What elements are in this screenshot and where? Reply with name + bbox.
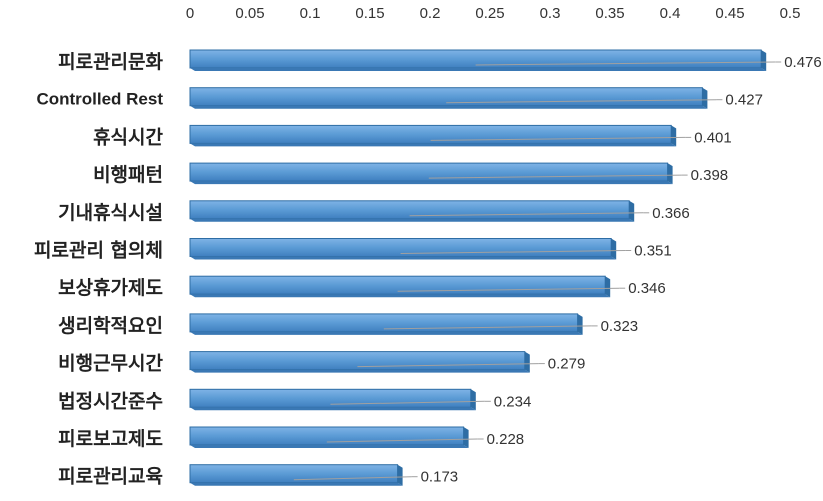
bar bbox=[189, 426, 484, 448]
bar bbox=[189, 388, 491, 411]
x-tick-label: 0.05 bbox=[235, 5, 264, 22]
data-label: 0.476 bbox=[784, 54, 822, 71]
data-label: 0.366 bbox=[652, 205, 690, 222]
bar bbox=[189, 87, 723, 109]
bar bbox=[189, 124, 692, 147]
category-label: 휴식시간 bbox=[93, 126, 163, 148]
data-label: 0.279 bbox=[548, 356, 586, 373]
bar bbox=[189, 200, 650, 222]
bar bbox=[189, 313, 598, 335]
data-labels: 0.476 0.427 0.401 0.398 0.366 0.351 0.346 0.323… bbox=[421, 54, 822, 486]
x-tick-label: 0.4 bbox=[660, 5, 681, 22]
category-label: 피로관리 협의체 bbox=[34, 240, 163, 262]
data-label: 0.228 bbox=[487, 431, 525, 448]
bar bbox=[189, 351, 545, 373]
x-tick-label: 0.3 bbox=[540, 5, 561, 22]
data-label: 0.346 bbox=[628, 280, 666, 297]
data-label: 0.427 bbox=[725, 92, 763, 109]
bar bbox=[189, 275, 626, 298]
x-tick-label: 0 bbox=[186, 5, 194, 22]
bar bbox=[189, 49, 782, 71]
category-label: Controlled Rest bbox=[36, 90, 163, 109]
category-label: 피로관리교육 bbox=[58, 466, 163, 488]
x-tick-label: 0.25 bbox=[475, 5, 504, 22]
bar bbox=[189, 238, 632, 260]
bar bbox=[189, 464, 418, 486]
category-label: 피로보고제도 bbox=[58, 428, 163, 450]
x-axis-ticks: 0 0.05 0.1 0.15 0.2 0.25 0.3 0.35 0.4 0.45 0.5 bbox=[186, 5, 801, 22]
x-tick-label: 0.15 bbox=[355, 5, 384, 22]
x-tick-label: 0.2 bbox=[420, 5, 441, 22]
bar bbox=[189, 162, 688, 185]
x-tick-label: 0.45 bbox=[715, 5, 744, 22]
category-label: 기내휴식시설 bbox=[58, 202, 163, 224]
data-label: 0.323 bbox=[601, 318, 639, 335]
category-label: 피로관리문화 bbox=[58, 51, 163, 73]
category-label: 비행패턴 bbox=[93, 164, 163, 186]
data-label: 0.173 bbox=[421, 469, 459, 486]
category-labels: 피로관리문화 Controlled Rest 휴식시간비행패턴기내휴식시설피로관리 … bbox=[34, 51, 164, 488]
x-tick-label: 0.35 bbox=[595, 5, 624, 22]
category-label: 법정시간준수 bbox=[58, 390, 163, 412]
category-label: 보상휴가제도 bbox=[58, 277, 163, 299]
category-label: 비행근무시간 bbox=[58, 353, 163, 375]
x-tick-label: 0.1 bbox=[300, 5, 321, 22]
data-label: 0.234 bbox=[494, 393, 532, 410]
x-tick-label: 0.5 bbox=[780, 5, 801, 22]
category-label: 생리학적요인 bbox=[58, 315, 163, 337]
data-label: 0.401 bbox=[694, 129, 732, 146]
data-label: 0.351 bbox=[634, 243, 672, 260]
data-label: 0.398 bbox=[691, 167, 729, 184]
bars bbox=[189, 49, 782, 486]
